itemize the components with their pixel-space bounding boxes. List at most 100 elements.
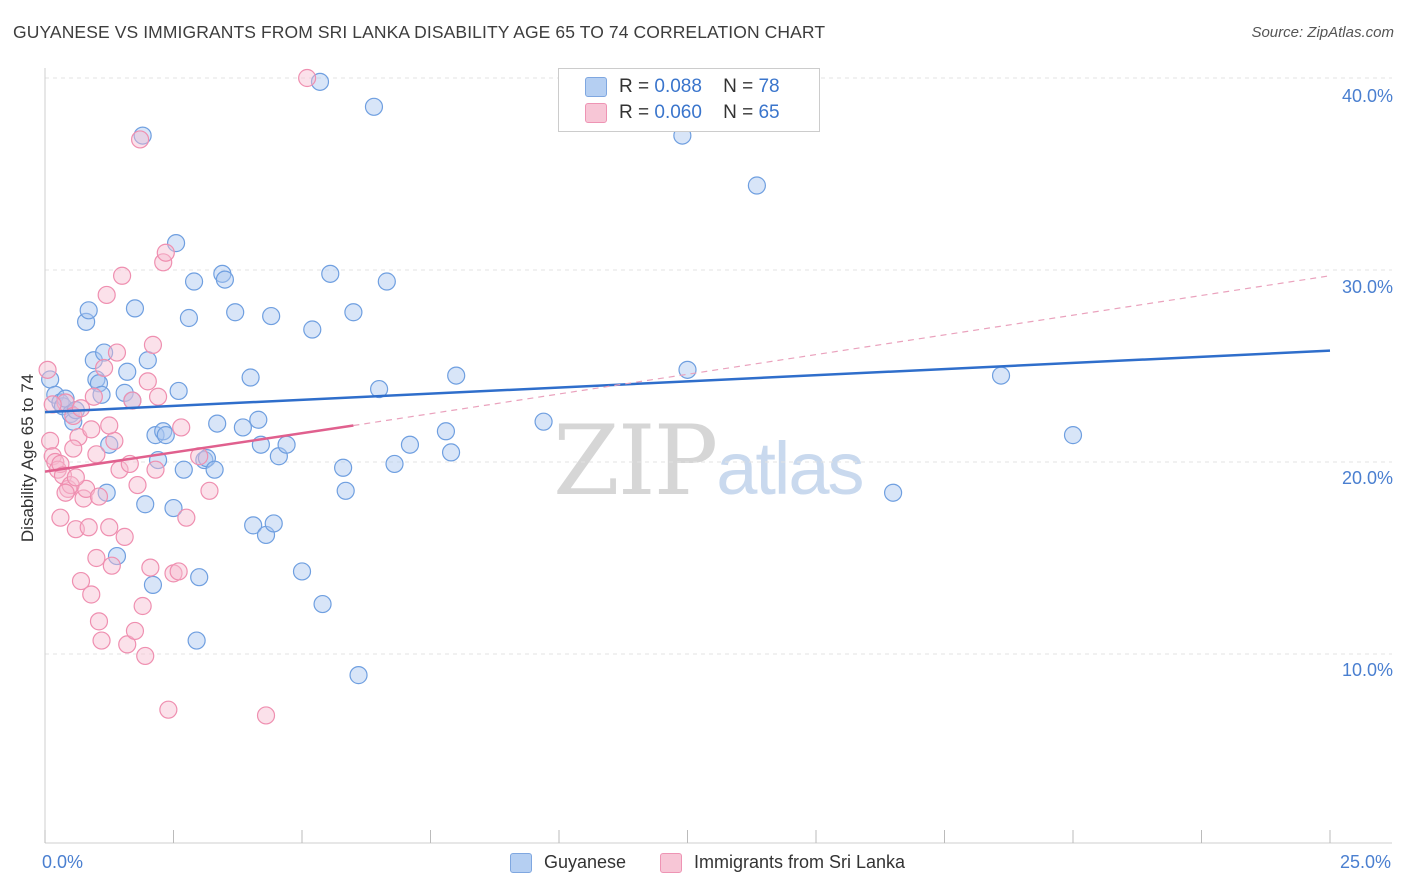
- legend-n-label: N =: [723, 102, 754, 123]
- guyanese-point: [321, 264, 340, 283]
- legend-row-sri-lanka: R = 0.060 N = 65: [585, 100, 780, 126]
- guyanese-point: [334, 458, 353, 477]
- sri-lanka-point: [66, 468, 85, 487]
- legend-row-guyanese: R = 0.088 N = 78: [585, 74, 780, 100]
- sri-lanka-point: [156, 243, 175, 262]
- guyanese-point: [95, 343, 114, 362]
- guyanese-point: [169, 381, 188, 401]
- sri-lanka-point: [102, 556, 121, 575]
- guyanese-point: [370, 379, 389, 399]
- sri-lanka-point: [200, 481, 219, 500]
- guyanese-point: [184, 272, 204, 291]
- guyanese-point: [156, 426, 175, 445]
- sri-lanka-point: [298, 68, 317, 88]
- sri-lanka-point: [107, 343, 127, 362]
- legend-n-value: 78: [758, 76, 780, 97]
- sri-lanka-point: [177, 508, 196, 527]
- guyanese-point: [747, 176, 766, 195]
- guyanese-point: [208, 414, 227, 433]
- bottom-legend-guyanese: Guyanese: [510, 852, 626, 873]
- axes: [44, 68, 1392, 844]
- guyanese-point: [292, 562, 312, 581]
- guyanese-trend-line: [44, 349, 1331, 414]
- guyanese-points: [41, 72, 1083, 685]
- sri-lanka-point: [56, 483, 75, 502]
- sri-lanka-point: [71, 399, 91, 418]
- sri-lanka-point: [100, 518, 119, 537]
- guyanese-point: [364, 97, 384, 116]
- guyanese-point: [264, 514, 283, 533]
- sri-lanka-point: [95, 358, 114, 378]
- sri-lanka-point: [87, 445, 106, 464]
- guyanese-point: [336, 481, 355, 500]
- sri-lanka-point: [82, 420, 101, 439]
- legend-swatch-blue: [585, 77, 607, 97]
- guyanese-point: [313, 594, 332, 614]
- sri-lanka-point: [141, 558, 160, 577]
- guyanese-point: [303, 320, 322, 339]
- sri-lanka-point: [159, 700, 178, 719]
- x-tick-right: 25.0%: [1340, 852, 1392, 872]
- correlation-legend: R = 0.088 N = 78 R = 0.060 N = 65: [558, 68, 820, 132]
- sri-lanka-point: [79, 518, 98, 537]
- guyanese-point: [84, 351, 103, 370]
- guyanese-point: [107, 546, 127, 566]
- guyanese-point: [249, 410, 268, 429]
- sri-lanka-point: [105, 431, 124, 450]
- guyanese-point: [1063, 426, 1083, 445]
- guyanese-point: [349, 666, 368, 685]
- sri-lanka-point: [125, 621, 145, 641]
- guyanese-point: [118, 362, 137, 381]
- guyanese-point: [138, 351, 157, 370]
- chart-title: GUYANESE VS IMMIGRANTS FROM SRI LANKA DI…: [13, 22, 826, 42]
- guyanese-point: [179, 308, 199, 328]
- guyanese-point: [226, 303, 245, 322]
- sri-lanka-point: [82, 585, 101, 604]
- guyanese-point: [233, 418, 252, 437]
- guyanese-point: [79, 301, 98, 320]
- sri-lanka-point: [133, 596, 152, 616]
- legend-swatch-pink: [585, 103, 607, 123]
- sri-lanka-trend-extension: [353, 275, 1331, 427]
- guyanese-point: [205, 460, 224, 479]
- y-tick-20: 20.0%: [1341, 468, 1393, 488]
- guyanese-point: [447, 366, 466, 385]
- bottom-legend-label-guyanese: Guyanese: [544, 852, 627, 872]
- guyanese-point: [115, 383, 134, 402]
- sri-lanka-point: [87, 548, 106, 568]
- legend-n-value: 65: [758, 102, 780, 123]
- sri-lanka-point: [169, 562, 188, 581]
- guyanese-point: [400, 435, 420, 454]
- sri-lanka-points: [38, 68, 317, 725]
- source-label: Source: ZipAtlas.com: [1251, 24, 1394, 41]
- guyanese-point: [143, 575, 163, 594]
- legend-r-value: 0.088: [654, 76, 702, 97]
- sri-lanka-point: [112, 266, 132, 285]
- guyanese-point: [534, 412, 553, 431]
- sri-lanka-point: [138, 372, 157, 391]
- sri-lanka-point: [64, 439, 83, 458]
- sri-lanka-point: [51, 508, 70, 527]
- sri-lanka-point: [71, 571, 91, 591]
- y-tick-30: 30.0%: [1341, 277, 1393, 297]
- y-tick-40: 40.0%: [1341, 86, 1393, 106]
- sri-lanka-point: [41, 431, 60, 450]
- guyanese-point: [385, 454, 404, 474]
- sri-lanka-trend-line: [44, 424, 354, 473]
- guyanese-point: [344, 303, 363, 322]
- sri-lanka-point: [128, 475, 147, 495]
- sri-lanka-point: [130, 130, 150, 149]
- legend-r-label: R =: [619, 76, 650, 97]
- sri-lanka-point: [38, 360, 57, 379]
- sri-lanka-point: [115, 527, 134, 546]
- legend-r-value: 0.060: [654, 102, 702, 123]
- sri-lanka-point: [118, 635, 137, 654]
- trend-lines: [44, 275, 1331, 473]
- guyanese-point: [136, 495, 155, 514]
- sri-lanka-point: [89, 487, 109, 506]
- legend-n-label: N =: [723, 76, 754, 97]
- guyanese-point: [244, 516, 263, 535]
- guyanese-point: [883, 483, 903, 502]
- guyanese-point: [377, 272, 396, 291]
